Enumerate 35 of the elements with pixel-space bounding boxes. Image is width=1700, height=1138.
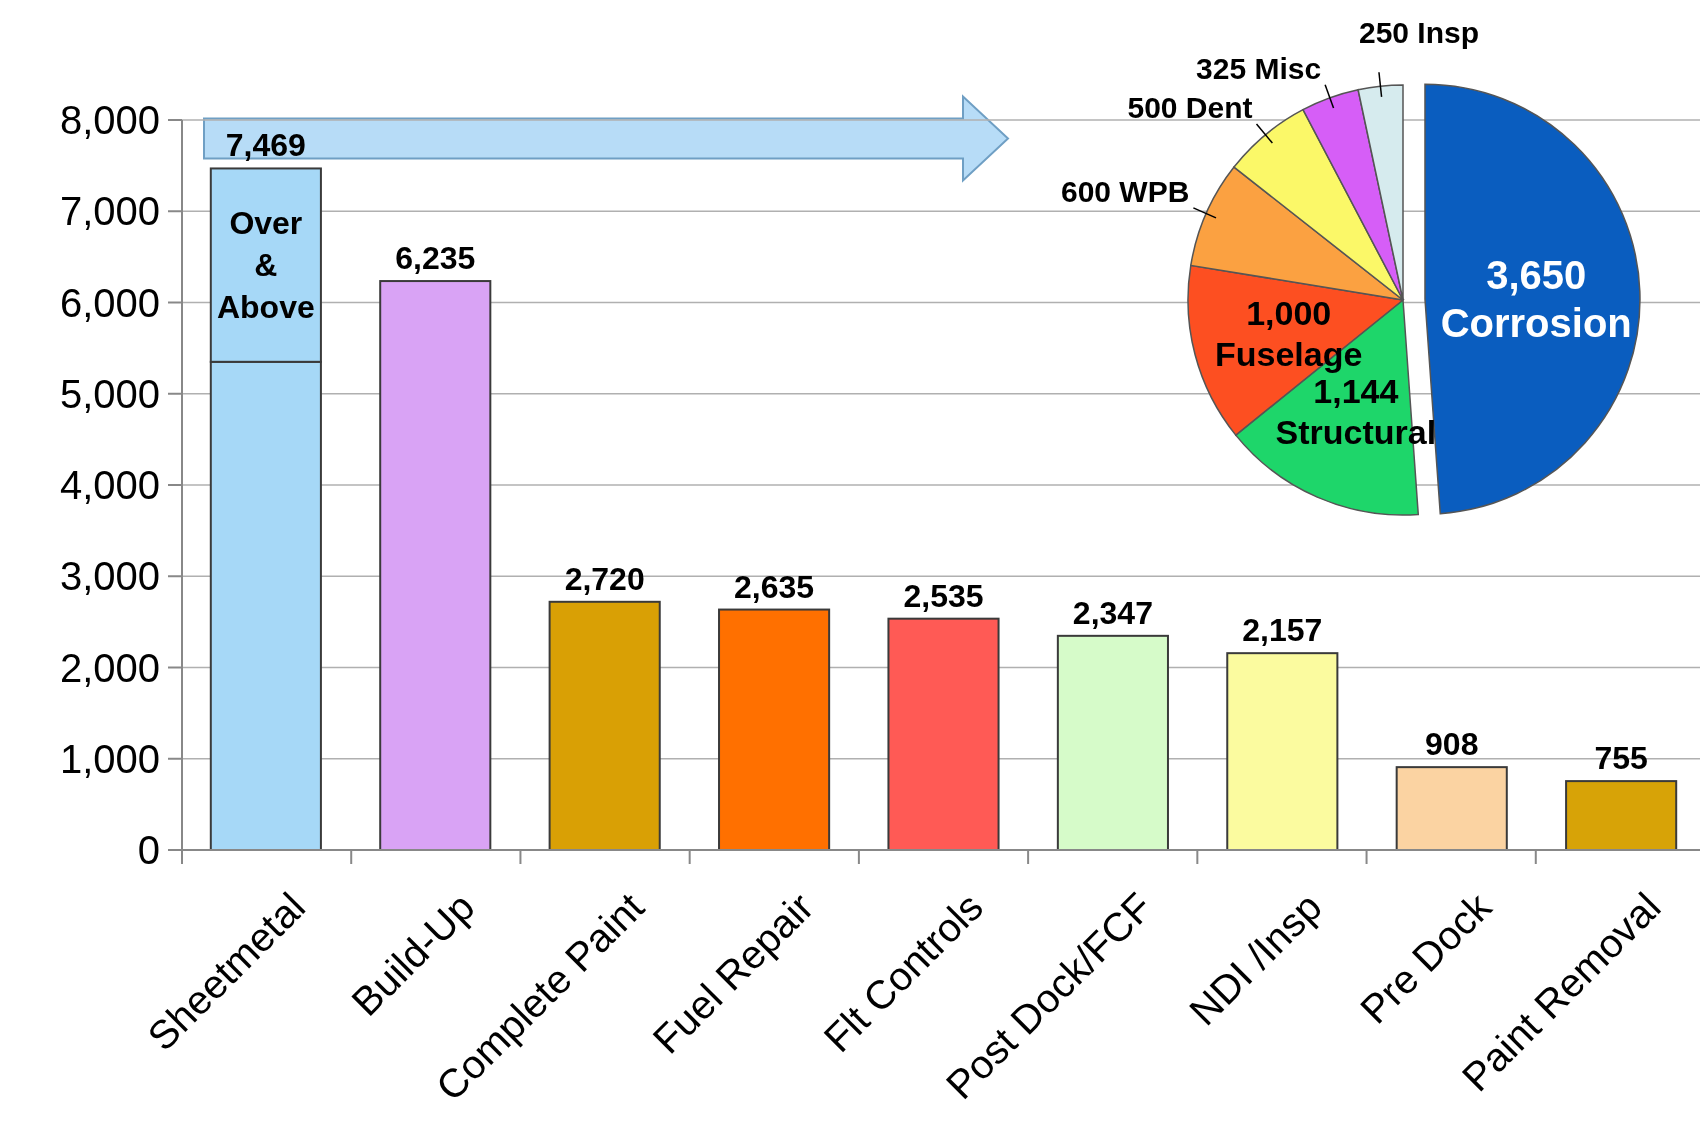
total-label: 755 — [1594, 740, 1648, 777]
bar — [887, 617, 1000, 851]
slice-label: 250 Insp — [1358, 15, 1480, 49]
y-tick-label: 7,000 — [59, 189, 160, 234]
slice-label: 325 Misc — [1196, 51, 1322, 85]
y-tick-label: 6,000 — [59, 280, 160, 325]
y-tick-label: 2,000 — [59, 645, 160, 690]
y-tick-label: 4,000 — [59, 463, 160, 507]
total-label: 908 — [1425, 726, 1479, 763]
total-label: 2,347 — [1072, 594, 1153, 631]
bar — [718, 608, 831, 851]
total-label: 2,720 — [564, 560, 645, 597]
data-label: 3,650 — [1486, 253, 1587, 298]
y-tick-label: 1,000 — [59, 736, 160, 781]
slice-label: 600 WPB — [1060, 174, 1190, 208]
data-label: 1,144 — [1313, 372, 1399, 411]
bar — [1226, 652, 1339, 851]
y-tick-label: 3,000 — [59, 554, 160, 599]
total-label: 2,157 — [1242, 612, 1323, 649]
total-label: 2,635 — [734, 568, 815, 605]
y-tick-label: 8,000 — [59, 98, 160, 142]
bar — [548, 600, 661, 851]
total-label: 2,535 — [903, 577, 984, 614]
bar — [1395, 766, 1508, 851]
bar — [379, 280, 492, 851]
bar — [1056, 634, 1169, 851]
y-tick-label: 5,000 — [59, 371, 160, 416]
data-label: 1,000 — [1246, 294, 1332, 333]
total-label: 7,469 — [225, 127, 306, 164]
slice-label: 500 Dent — [1127, 90, 1253, 124]
slice-label: Corrosion — [1440, 301, 1632, 346]
y-tick-label: 0 — [137, 828, 160, 872]
total-label: 6,235 — [395, 240, 476, 277]
series-label: Over & Above — [216, 205, 315, 326]
bar — [1565, 780, 1678, 851]
